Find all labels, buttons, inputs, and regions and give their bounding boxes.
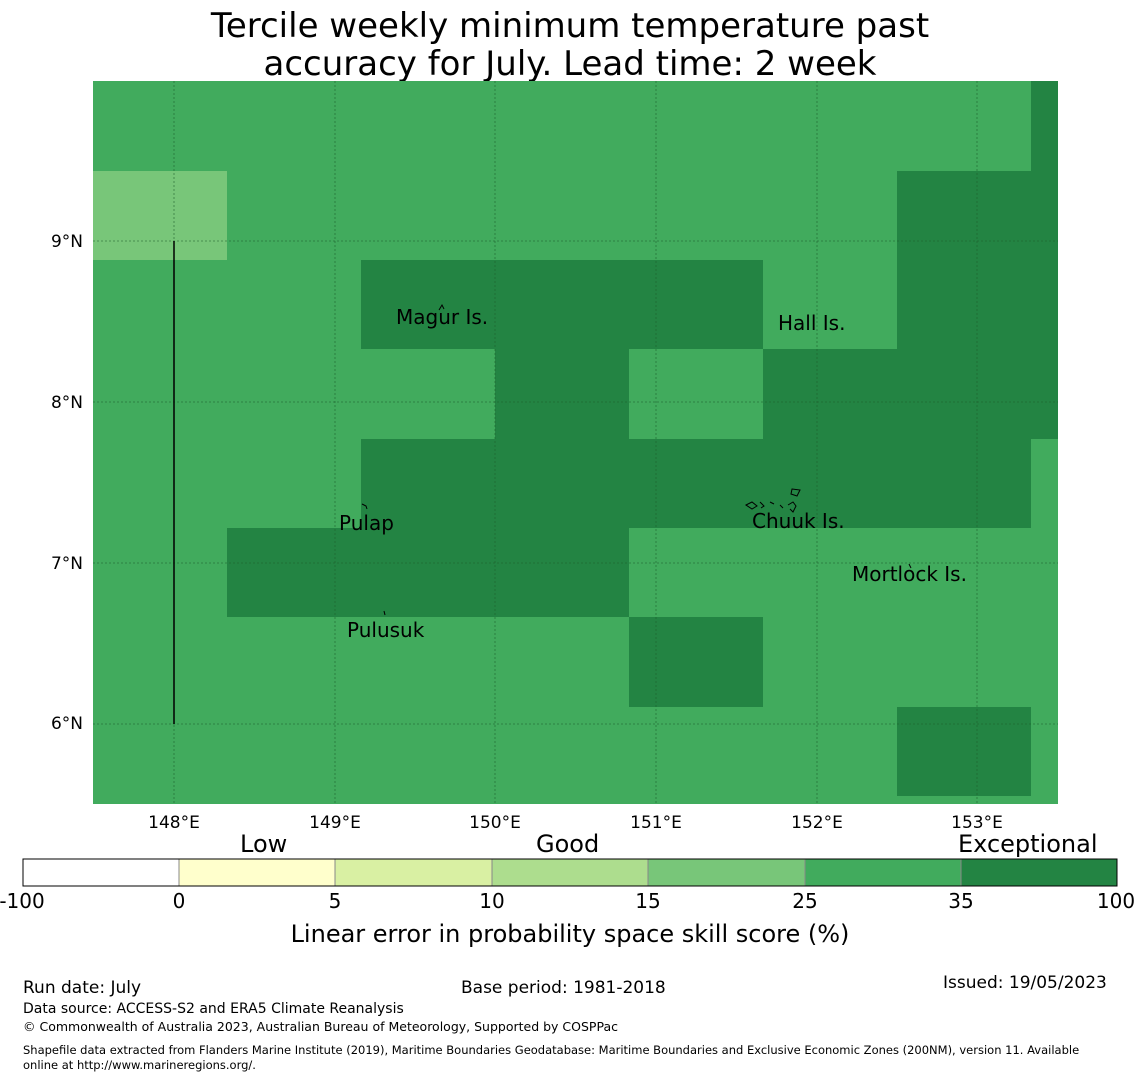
colorbar-tick-5: 5	[329, 889, 342, 913]
base-period: Base period: 1981-2018	[461, 978, 666, 998]
colorbar-tick-35: 35	[948, 889, 973, 913]
colorbar-tick-25: 25	[792, 889, 817, 913]
colorbar-tick-10: 10	[479, 889, 504, 913]
island-label-hall: Hall Is.	[778, 311, 845, 335]
shapefile-credit-line-2: online at http://www.marineregions.org/.	[23, 1058, 256, 1072]
lat-label-6n: 6°N	[51, 714, 83, 734]
lat-label-9n: 9°N	[51, 232, 83, 252]
pulap-island-shape	[361, 503, 368, 510]
lon-label-153e: 153°E	[951, 813, 1003, 833]
grid-cell-high	[897, 707, 1031, 796]
colorbar-tick-100: 100	[1097, 889, 1135, 913]
colorbar-tick--100: -100	[0, 889, 45, 913]
colorbar-tick-15: 15	[635, 889, 660, 913]
lon-label-152e: 152°E	[791, 813, 843, 833]
lon-label-151e: 151°E	[630, 813, 682, 833]
island-label-pulusuk: Pulusuk	[347, 618, 425, 642]
shapefile-credit-line-1: Shapefile data extracted from Flanders M…	[23, 1043, 1080, 1057]
mortlock-island-shape	[908, 563, 912, 569]
magur-island-shape	[438, 303, 445, 311]
island-label-chuuk: Chuuk Is.	[752, 509, 845, 533]
colorbar-segment	[334, 858, 493, 887]
colorbar-segment	[491, 858, 649, 887]
colorbar-segment	[647, 858, 806, 887]
colorbar-axis-label: Linear error in probability space skill …	[291, 920, 850, 948]
island-label-magur: Magur Is.	[396, 305, 488, 329]
grid-cell-high	[897, 171, 1058, 349]
map-title-line-1: Tercile weekly minimum temperature past	[210, 6, 930, 46]
colorbar-segment	[22, 858, 180, 887]
grid-cell-medium	[93, 171, 227, 260]
category-label-low: Low	[240, 830, 288, 858]
grid-cell-high	[227, 528, 629, 617]
run-date: Run date: July	[23, 978, 142, 998]
map-title-line-2: accuracy for July. Lead time: 2 week	[263, 44, 877, 84]
pulusuk-island-shape	[383, 610, 386, 616]
copyright-notice: © Commonwealth of Australia 2023, Austra…	[23, 1019, 618, 1034]
category-label-exceptional: Exceptional	[958, 830, 1098, 858]
colorbar-frame	[22, 858, 1118, 887]
island-label-pulap: Pulap	[339, 511, 394, 535]
lat-label-7n: 7°N	[51, 554, 83, 574]
lat-label-8n: 8°N	[51, 393, 83, 413]
colorbar-segment	[178, 858, 336, 887]
chuuk-island-shape	[745, 488, 801, 513]
lon-label-148e: 148°E	[148, 813, 200, 833]
grid-cell-high	[495, 349, 629, 439]
grid-cell-high	[361, 439, 1031, 528]
lon-label-149e: 149°E	[309, 813, 361, 833]
lon-label-150e: 150°E	[469, 813, 521, 833]
data-source: Data source: ACCESS-S2 and ERA5 Climate …	[23, 1001, 404, 1017]
grid-cell-high	[629, 617, 763, 707]
island-label-mortlock: Mortlock Is.	[852, 562, 967, 586]
issued-date: Issued: 19/05/2023	[943, 973, 1107, 993]
colorbar-tick-0: 0	[173, 889, 186, 913]
grid-cell-high	[763, 349, 1058, 439]
colorbar	[22, 858, 1118, 887]
grid-cell-high	[361, 260, 763, 349]
category-label-good: Good	[536, 830, 600, 858]
colorbar-segment	[960, 858, 1118, 887]
colorbar-segment	[804, 858, 962, 887]
skill-grid	[93, 81, 1058, 804]
skill-score-map: Magur Is. Hall Is. Pulap Chuuk Is. Mortl…	[0, 81, 1135, 948]
